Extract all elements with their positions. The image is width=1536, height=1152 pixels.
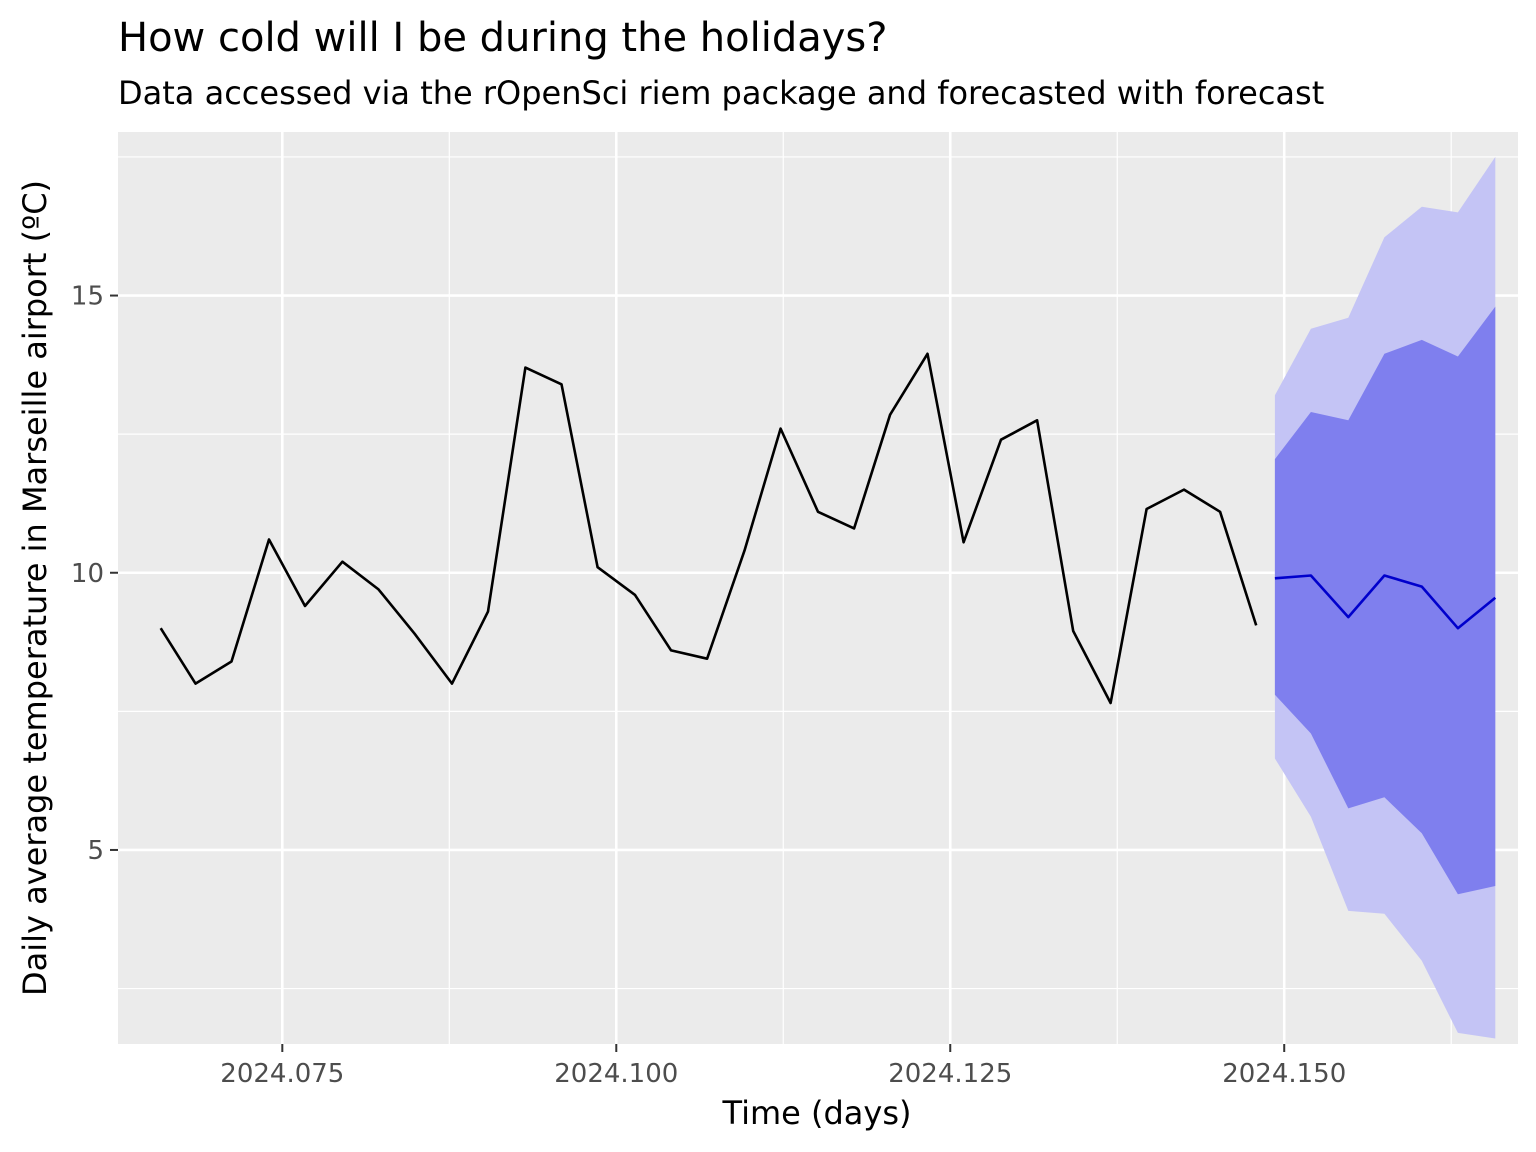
major-gridlines <box>118 132 1518 1044</box>
x-tick-label: 2024.100 <box>554 1059 678 1089</box>
x-tick-label: 2024.125 <box>888 1059 1012 1089</box>
forecast-bands <box>1274 156 1496 1039</box>
x-axis: 2024.075 2024.100 2024.125 2024.150 <box>220 1044 1346 1089</box>
x-tick-label: 2024.075 <box>220 1059 344 1089</box>
y-axis-title: Daily average temperature in Marseille a… <box>16 180 54 996</box>
observed-line <box>159 352 1258 705</box>
chart-subtitle: Data accessed via the rOpenSci riem pack… <box>118 74 1324 112</box>
band-80 <box>1274 306 1496 895</box>
y-tick-label: 5 <box>87 836 104 866</box>
y-tick-label: 15 <box>71 282 104 312</box>
series-lines <box>159 352 1497 705</box>
y-tick-label: 10 <box>71 559 104 589</box>
x-tick-label: 2024.150 <box>1222 1059 1346 1089</box>
forecast-line <box>1274 574 1497 630</box>
chart-title: How cold will I be during the holidays? <box>118 15 887 61</box>
x-axis-title: Time (days) <box>722 1094 912 1132</box>
y-axis: 5 10 15 <box>71 282 118 866</box>
